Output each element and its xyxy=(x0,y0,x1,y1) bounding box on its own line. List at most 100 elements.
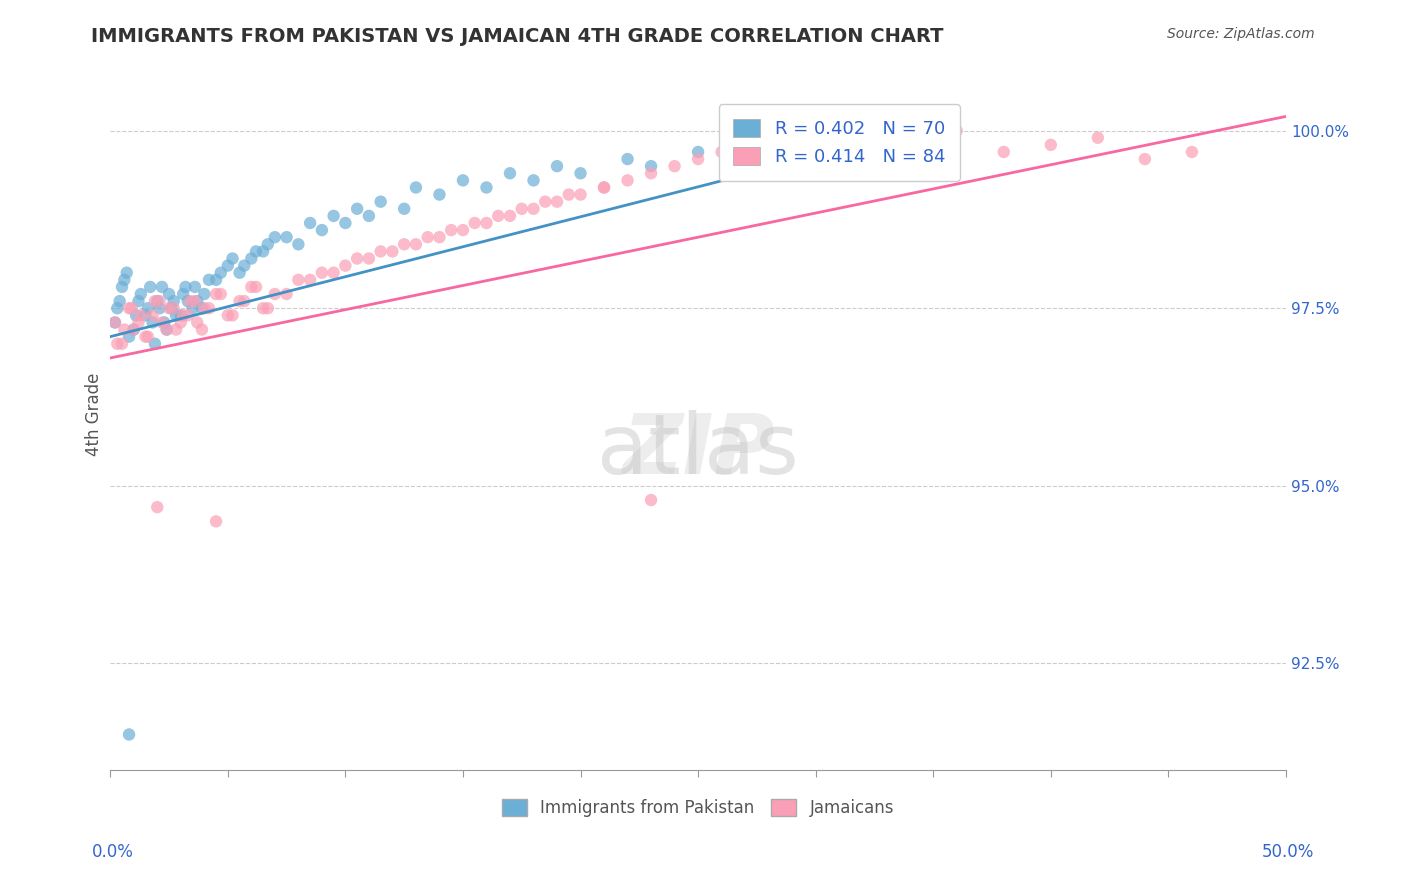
Point xyxy=(233,294,256,309)
Point xyxy=(346,252,368,266)
Point xyxy=(127,315,149,329)
Point xyxy=(198,273,221,287)
Text: 50.0%: 50.0% xyxy=(1263,843,1315,861)
Point xyxy=(139,280,162,294)
Point xyxy=(191,322,214,336)
Point xyxy=(263,230,285,244)
Point xyxy=(221,252,243,266)
Point xyxy=(299,273,322,287)
Point xyxy=(852,137,875,152)
Point xyxy=(172,287,194,301)
Point xyxy=(146,500,169,515)
Point xyxy=(322,209,344,223)
Point xyxy=(129,287,152,301)
Point xyxy=(108,294,131,309)
Point xyxy=(129,309,152,323)
Point xyxy=(153,315,176,329)
Point xyxy=(186,294,208,309)
Point xyxy=(191,301,214,316)
Point xyxy=(163,294,186,309)
Point xyxy=(335,259,357,273)
Point xyxy=(165,309,187,323)
Point xyxy=(111,336,134,351)
Point xyxy=(149,294,172,309)
Point xyxy=(804,130,827,145)
Point xyxy=(134,329,156,343)
Point xyxy=(734,137,756,152)
Point xyxy=(120,301,142,316)
Point xyxy=(593,180,616,194)
Point xyxy=(127,294,149,309)
Point xyxy=(112,322,135,336)
Point xyxy=(616,152,638,166)
Point xyxy=(181,301,204,316)
Point xyxy=(163,301,186,316)
Point xyxy=(804,123,827,137)
Point xyxy=(392,202,415,216)
Point xyxy=(112,273,135,287)
Point xyxy=(299,216,322,230)
Point xyxy=(758,130,780,145)
Point xyxy=(522,173,544,187)
Point xyxy=(475,216,498,230)
Text: IMMIGRANTS FROM PAKISTAN VS JAMAICAN 4TH GRADE CORRELATION CHART: IMMIGRANTS FROM PAKISTAN VS JAMAICAN 4TH… xyxy=(91,27,943,45)
Point xyxy=(217,309,239,323)
Point xyxy=(429,187,451,202)
Point xyxy=(256,301,278,316)
Point xyxy=(405,180,427,194)
Y-axis label: 4th Grade: 4th Grade xyxy=(86,373,103,457)
Point xyxy=(370,244,392,259)
Point xyxy=(392,237,415,252)
Point xyxy=(205,287,228,301)
Point xyxy=(134,798,156,813)
Point xyxy=(150,280,173,294)
Point xyxy=(640,166,662,180)
Point xyxy=(451,173,474,187)
Point xyxy=(499,166,522,180)
Point xyxy=(205,273,228,287)
Point xyxy=(217,259,239,273)
Point xyxy=(156,322,179,336)
Point xyxy=(1133,152,1156,166)
Point xyxy=(118,329,141,343)
Point xyxy=(198,301,221,316)
Point xyxy=(146,294,169,309)
Point xyxy=(640,493,662,508)
Point xyxy=(346,202,368,216)
Point xyxy=(734,152,756,166)
Point xyxy=(111,280,134,294)
Point xyxy=(150,315,173,329)
Point xyxy=(664,159,686,173)
Point xyxy=(287,237,309,252)
Point xyxy=(993,145,1015,159)
Point xyxy=(149,301,172,316)
Point xyxy=(311,266,333,280)
Point xyxy=(616,173,638,187)
Point xyxy=(125,309,148,323)
Point xyxy=(475,180,498,194)
Point xyxy=(193,287,215,301)
Point xyxy=(252,301,274,316)
Point xyxy=(143,294,166,309)
Point xyxy=(287,273,309,287)
Text: ZIP: ZIP xyxy=(621,409,775,491)
Point xyxy=(335,216,357,230)
Point xyxy=(688,152,710,166)
Point xyxy=(256,237,278,252)
Point xyxy=(118,727,141,741)
Point xyxy=(534,194,557,209)
Text: Source: ZipAtlas.com: Source: ZipAtlas.com xyxy=(1167,27,1315,41)
Point xyxy=(569,187,592,202)
Point xyxy=(104,315,127,329)
Point xyxy=(311,223,333,237)
Point xyxy=(233,259,256,273)
Point xyxy=(522,202,544,216)
Point xyxy=(945,123,967,137)
Point xyxy=(104,315,127,329)
Point xyxy=(569,166,592,180)
Point xyxy=(898,130,921,145)
Point xyxy=(429,230,451,244)
Point xyxy=(1087,130,1109,145)
Point xyxy=(184,280,207,294)
Text: atlas: atlas xyxy=(598,409,799,491)
